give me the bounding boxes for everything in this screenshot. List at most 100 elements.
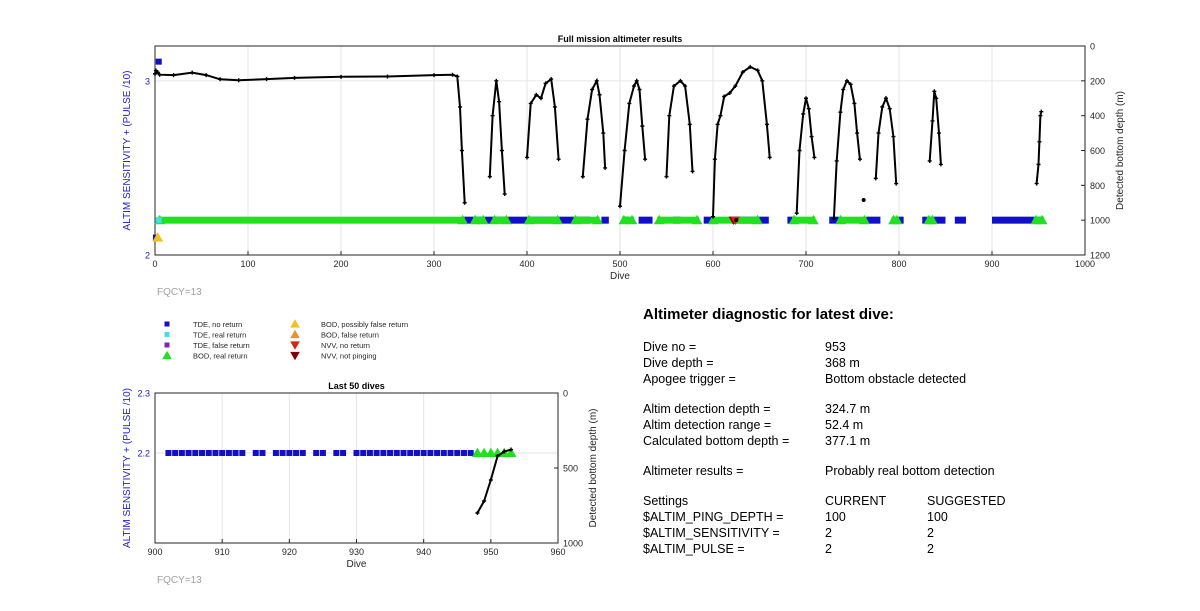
y2-tick-label: 1000	[563, 539, 583, 549]
bod-real-return-band	[838, 216, 867, 224]
tde-no-return-marker	[366, 450, 373, 456]
settings-row: $ALTIM_PING_DEPTH = 100 100	[643, 509, 1163, 525]
depth-point	[640, 124, 645, 129]
depth-point	[475, 511, 480, 515]
x-tick-label: 1000	[1075, 259, 1095, 269]
legend-marker	[164, 321, 170, 327]
tde-no-return-marker	[178, 450, 185, 456]
depth-point	[525, 155, 529, 160]
depth-point	[1034, 181, 1039, 186]
current-header: CURRENT	[825, 494, 887, 508]
depth-point	[844, 78, 849, 83]
bod-real-return-marker	[1036, 214, 1048, 225]
depth-line	[928, 91, 942, 165]
tde-no-return-marker	[185, 450, 192, 456]
bod-real-return-marker	[489, 214, 500, 225]
y-tick-label: 3	[145, 76, 150, 86]
depth-point	[927, 158, 932, 163]
depth-point	[462, 200, 467, 205]
depth-point	[1038, 113, 1043, 118]
tde-no-return-marker	[319, 450, 326, 456]
depth-point	[459, 148, 464, 153]
legend-label: NVV, not pinging	[321, 352, 377, 361]
bod-real-return-band	[621, 216, 634, 224]
axes-frame	[154, 392, 559, 544]
y2-tick-label: 500	[563, 464, 578, 474]
y2-tick-label: 1000	[1090, 216, 1110, 226]
tde-no-return-marker	[454, 450, 461, 456]
depth-point	[631, 84, 636, 89]
tde-no-return-marker	[434, 450, 441, 456]
depth-point	[497, 99, 502, 104]
depth-line	[488, 80, 506, 195]
x-tick-label: 960	[550, 547, 565, 557]
legend-label: NVV, no return	[321, 341, 370, 350]
tde-no-return-marker	[172, 450, 179, 456]
results-row: Altimeter results = Probably real bottom…	[643, 463, 1163, 479]
tde-no-return-marker	[427, 450, 434, 456]
bod-real-return-marker	[835, 214, 846, 225]
x-tick-label: 400	[519, 259, 534, 269]
depth-point	[508, 447, 513, 452]
depth-point	[482, 499, 487, 503]
bod-real-return-marker	[505, 447, 517, 458]
depth-point	[1036, 162, 1041, 167]
setting-suggested: 100	[927, 510, 948, 524]
x-axis-label: Dive	[346, 559, 366, 570]
setting-name: $ALTIM_SENSITIVITY =	[643, 526, 780, 540]
depth-point	[552, 104, 557, 109]
x-axis-label: Dive	[610, 271, 630, 282]
bod-real-return-marker	[469, 214, 481, 225]
tde-no-return-band	[601, 216, 609, 224]
depth-point	[538, 96, 543, 101]
depth-point	[794, 211, 799, 216]
depth-point	[678, 78, 683, 83]
tde-no-return-marker	[407, 450, 414, 456]
tde-no-return-marker	[259, 450, 266, 456]
bod-real-return-marker	[752, 214, 763, 225]
x-tick-label: 600	[705, 259, 720, 269]
legend-marker	[290, 341, 300, 350]
depth-point	[580, 174, 585, 179]
tde-no-return-marker	[225, 450, 232, 456]
tde-real-return-marker	[155, 217, 162, 224]
depth-point	[502, 192, 507, 197]
setting-current: 100	[825, 510, 846, 524]
depth-point	[806, 106, 811, 111]
tde-no-return-marker	[272, 450, 279, 456]
bod-real-return-marker	[691, 214, 703, 225]
depth-point	[549, 77, 554, 82]
depth-point	[204, 73, 209, 78]
detect-depth-value: 324.7 m	[825, 402, 871, 416]
fqcy-annotation: FQCY=13	[157, 287, 202, 298]
x-tick-label: 300	[426, 259, 441, 269]
bod-real-return-marker	[457, 214, 469, 225]
tde-no-return-marker	[192, 450, 199, 456]
depth-point	[643, 157, 648, 162]
depth-point	[671, 84, 676, 89]
legend-marker	[164, 332, 170, 337]
tde-no-return-marker	[252, 450, 259, 456]
x-tick-label: 910	[215, 547, 230, 557]
x-tick-label: 800	[891, 259, 906, 269]
calc-depth-row: Calculated bottom depth = 377.1 m	[643, 433, 1163, 449]
apogee-label: Apogee trigger =	[643, 372, 736, 386]
tde-no-return-marker	[447, 450, 454, 456]
x-tick-label: 700	[798, 259, 813, 269]
bod-possibly-false-marker	[152, 232, 164, 242]
legend-marker	[162, 350, 172, 360]
axes-frame	[154, 45, 1086, 256]
depth-point	[683, 84, 688, 89]
tde-no-return-marker	[293, 450, 300, 456]
depth-point	[722, 94, 727, 99]
y2-tick-label: 600	[1090, 146, 1105, 156]
diagnostic-panel: Altimeter diagnostic for latest dive: Di…	[643, 306, 1163, 557]
tde-no-return-marker	[393, 450, 400, 456]
bod-real-return-marker	[788, 214, 800, 225]
setting-name: $ALTIM_PING_DEPTH =	[643, 510, 784, 524]
bod-real-return-marker	[807, 214, 819, 225]
legend-marker	[290, 351, 300, 361]
bod-real-return-marker	[653, 214, 665, 225]
depth-point	[767, 155, 772, 160]
depth-point	[218, 77, 223, 82]
